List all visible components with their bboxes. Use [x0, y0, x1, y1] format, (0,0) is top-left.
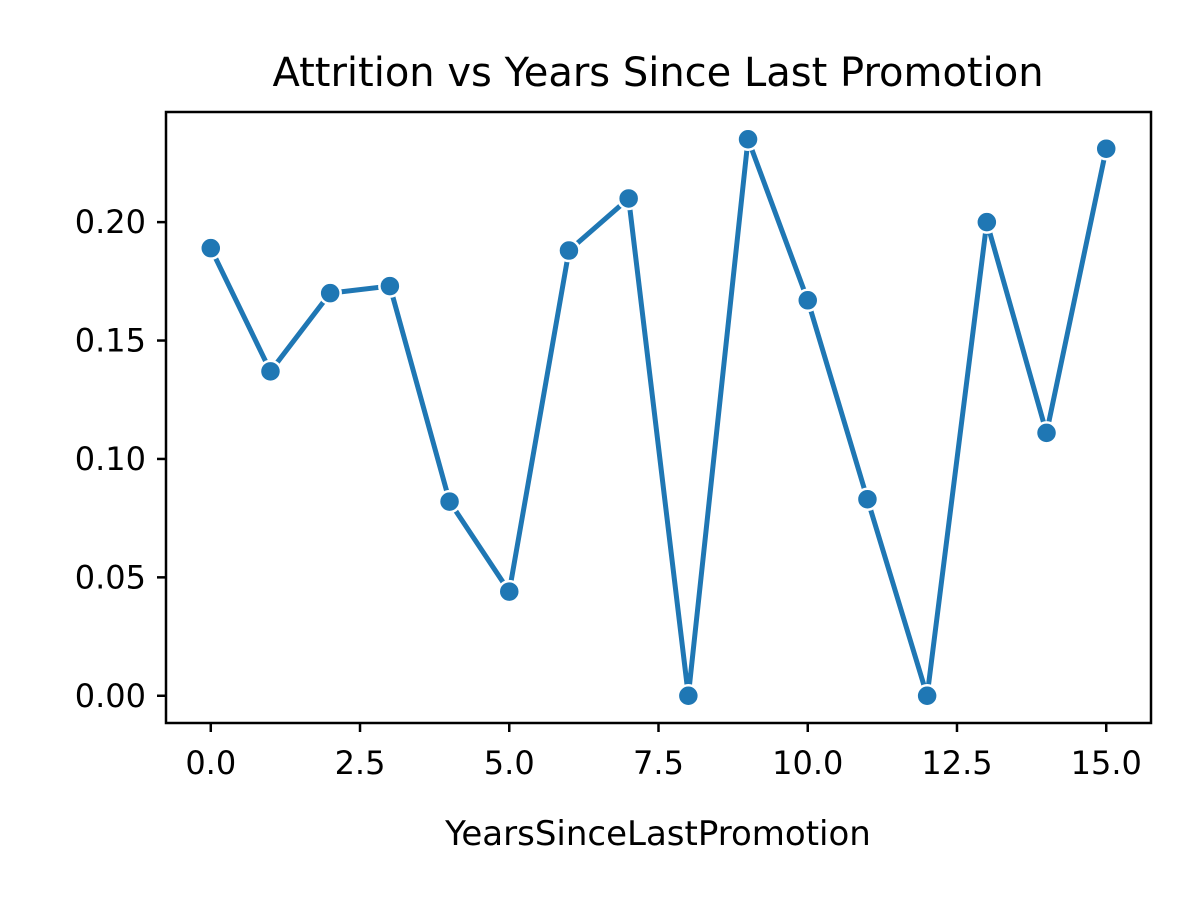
series-layer — [199, 127, 1118, 708]
y-tick-label: 0.20 — [75, 203, 146, 241]
data-point — [1094, 136, 1118, 161]
data-point — [676, 684, 701, 708]
y-axis: 0.00 0.05 0.10 0.15 0.20 — [75, 203, 166, 715]
data-point — [258, 359, 283, 384]
data-point — [616, 186, 641, 211]
data-point — [1034, 421, 1059, 445]
x-tick-label: 0.0 — [185, 744, 236, 782]
data-point — [437, 489, 462, 514]
x-tick-label: 10.0 — [772, 744, 843, 782]
x-tick-label: 12.5 — [921, 744, 992, 782]
x-tick-label: 7.5 — [633, 744, 684, 782]
x-tick-label: 2.5 — [335, 744, 386, 782]
plot-frame — [164, 110, 1153, 725]
data-point — [199, 236, 223, 260]
series-line — [208, 136, 1109, 699]
data-point — [915, 684, 939, 708]
x-axis: 0.0 2.5 5.0 7.5 10.0 12.5 15.0 — [185, 723, 1142, 782]
y-tick-label: 0.15 — [75, 322, 146, 360]
data-point — [795, 288, 820, 313]
data-point — [975, 210, 999, 234]
x-tick-label: 15.0 — [1071, 744, 1142, 782]
data-point — [318, 281, 342, 305]
data-point — [557, 238, 581, 263]
y-tick-label: 0.10 — [75, 440, 146, 478]
x-axis-label: YearsSinceLastPromotion — [444, 814, 871, 854]
chart-title: Attrition vs Years Since Last Promotion — [272, 50, 1043, 96]
data-point — [855, 487, 880, 511]
data-point — [378, 274, 402, 298]
data-point — [497, 579, 522, 604]
x-tick-label: 5.0 — [484, 744, 535, 782]
y-tick-label: 0.05 — [75, 558, 146, 596]
data-point — [736, 127, 760, 151]
y-tick-label: 0.00 — [75, 677, 146, 715]
